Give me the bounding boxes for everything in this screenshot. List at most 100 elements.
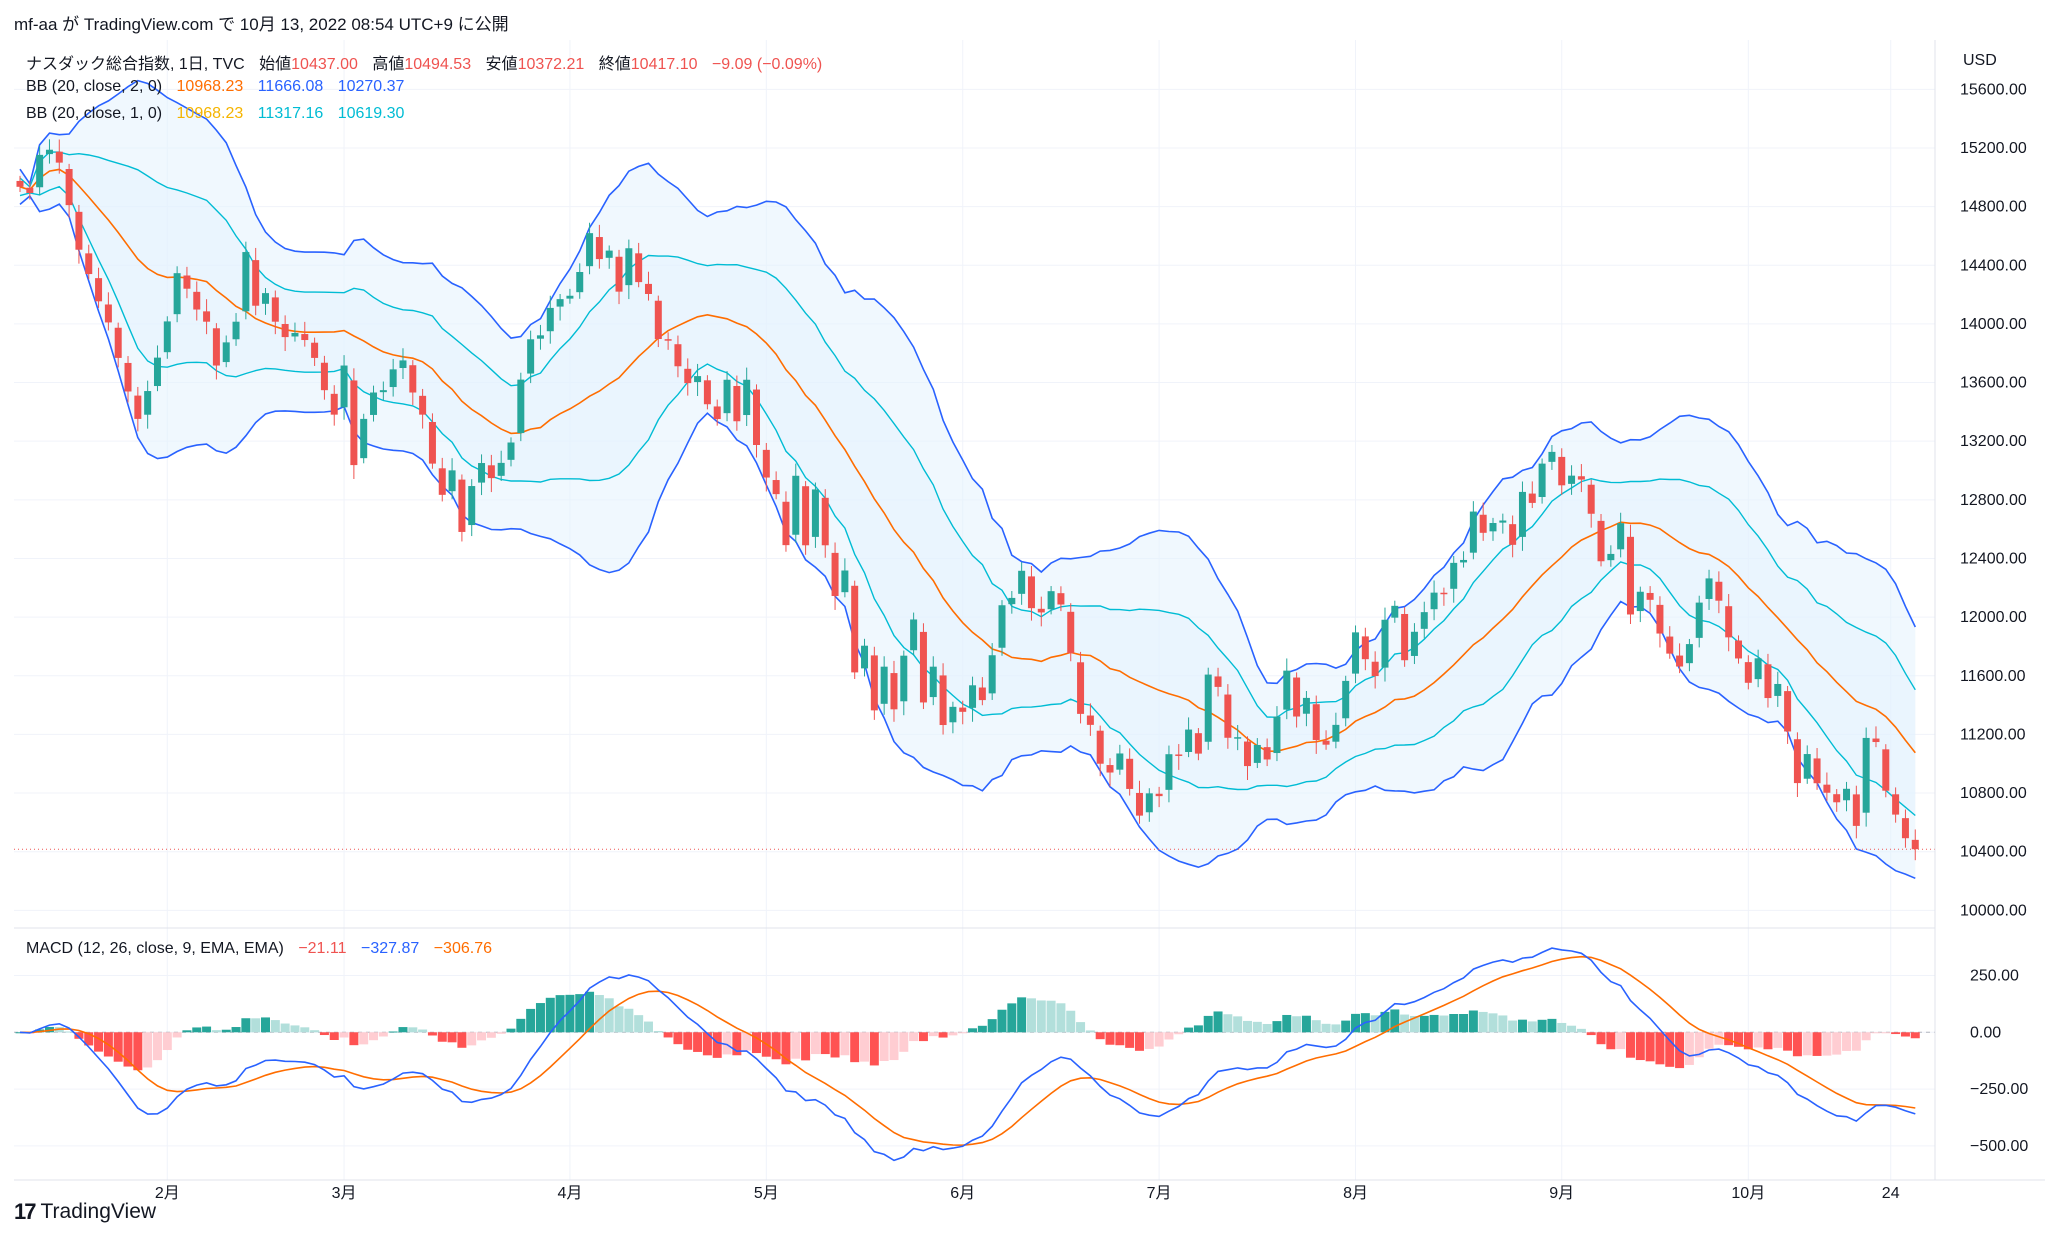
macd-histogram-bar[interactable] (1341, 1020, 1351, 1033)
macd-histogram-bar[interactable] (1321, 1023, 1331, 1033)
bb1-upper-line[interactable] (19, 151, 1916, 719)
macd-histogram-bar[interactable] (261, 1017, 270, 1033)
candle-body[interactable] (1135, 792, 1143, 816)
candle-body[interactable] (1754, 658, 1762, 680)
candle-body[interactable] (222, 342, 230, 363)
macd-histogram-bar[interactable] (1380, 1011, 1390, 1033)
candle-body[interactable] (605, 250, 613, 258)
candle-body[interactable] (586, 233, 594, 267)
macd-histogram-bar[interactable] (948, 1032, 958, 1036)
candle-body[interactable] (1155, 793, 1163, 797)
macd-histogram-bar[interactable] (722, 1032, 732, 1055)
candle-body[interactable] (1312, 704, 1320, 740)
macd-histogram-bar[interactable] (742, 1032, 752, 1051)
candle-body[interactable] (183, 275, 191, 289)
macd-histogram-bar[interactable] (64, 1031, 74, 1033)
candle-body[interactable] (1646, 592, 1654, 600)
candle-body[interactable] (1086, 715, 1094, 725)
macd-histogram-bar[interactable] (477, 1032, 487, 1041)
macd-histogram-bar[interactable] (693, 1032, 703, 1052)
macd-histogram-bar[interactable] (35, 1029, 45, 1033)
candle-body[interactable] (1352, 632, 1360, 674)
macd-histogram-bar[interactable] (643, 1021, 653, 1033)
candle-body[interactable] (753, 389, 760, 445)
macd-histogram-bar[interactable] (545, 997, 555, 1033)
candle-body[interactable] (193, 291, 201, 310)
candle-body[interactable] (1342, 680, 1350, 719)
candle-body[interactable] (939, 675, 947, 726)
macd-histogram-bar[interactable] (467, 1032, 477, 1046)
candle-body[interactable] (271, 297, 279, 322)
candle-body[interactable] (124, 362, 132, 392)
candle-body[interactable] (1361, 636, 1369, 660)
candle-body[interactable] (458, 479, 466, 532)
candle-body[interactable] (1764, 664, 1772, 699)
candle-body[interactable] (1322, 740, 1330, 745)
macd-histogram-bar[interactable] (791, 1032, 801, 1059)
macd-histogram-bar[interactable] (427, 1032, 437, 1036)
candle-body[interactable] (1892, 794, 1900, 815)
macd-histogram-bar[interactable] (1498, 1015, 1508, 1033)
macd-histogram-bar[interactable] (359, 1032, 369, 1045)
candle-body[interactable] (851, 585, 859, 673)
candle-body[interactable] (1008, 597, 1016, 605)
candle-body[interactable] (1116, 753, 1124, 770)
candle-body[interactable] (212, 328, 220, 366)
candle-body[interactable] (1558, 456, 1566, 486)
macd-histogram-bar[interactable] (968, 1028, 978, 1033)
macd-histogram-bar[interactable] (221, 1029, 231, 1033)
macd-histogram-bar[interactable] (1439, 1015, 1449, 1033)
macd-histogram-bar[interactable] (1203, 1015, 1213, 1033)
candle-body[interactable] (615, 256, 623, 292)
candle-body[interactable] (1410, 631, 1418, 656)
macd-histogram-bar[interactable] (1449, 1014, 1459, 1033)
macd-histogram-bar[interactable] (1537, 1019, 1547, 1033)
candle-body[interactable] (1793, 739, 1801, 784)
macd-histogram-bar[interactable] (496, 1032, 506, 1034)
macd-histogram-bar[interactable] (388, 1031, 398, 1033)
macd-histogram-bar[interactable] (437, 1032, 447, 1042)
candle-body[interactable] (1587, 484, 1595, 514)
candle-body[interactable] (1479, 514, 1487, 533)
macd-histogram-bar[interactable] (182, 1030, 192, 1033)
macd-histogram-bar[interactable] (1429, 1014, 1439, 1033)
candle-body[interactable] (978, 687, 986, 701)
candle-body[interactable] (527, 339, 535, 374)
candle-body[interactable] (772, 480, 780, 495)
macd-histogram-bar[interactable] (1812, 1032, 1822, 1056)
macd-histogram-bar[interactable] (192, 1027, 202, 1033)
macd-histogram-bar[interactable] (270, 1020, 280, 1033)
macd-histogram-bar[interactable] (555, 995, 565, 1033)
macd-histogram-bar[interactable] (1517, 1019, 1527, 1033)
macd-histogram-bar[interactable] (1576, 1028, 1586, 1033)
macd-histogram-bar[interactable] (202, 1026, 212, 1033)
macd-histogram-bar[interactable] (1508, 1020, 1518, 1033)
macd-histogram-bar[interactable] (585, 991, 595, 1033)
macd-histogram-bar[interactable] (909, 1032, 919, 1042)
candle-body[interactable] (870, 655, 878, 711)
candle-body[interactable] (713, 406, 721, 420)
macd-histogram-bar[interactable] (349, 1032, 359, 1046)
candle-body[interactable] (1027, 576, 1035, 609)
candle-body[interactable] (1273, 716, 1281, 754)
macd-histogram-bar[interactable] (1125, 1032, 1135, 1048)
macd-histogram-bar[interactable] (604, 998, 614, 1033)
macd-histogram-bar[interactable] (781, 1032, 791, 1065)
macd-histogram-bar[interactable] (889, 1032, 899, 1061)
macd-histogram-bar[interactable] (1527, 1021, 1537, 1033)
candle-body[interactable] (1401, 613, 1409, 661)
candle-body[interactable] (114, 327, 122, 358)
candle-body[interactable] (1636, 591, 1644, 612)
macd-histogram-bar[interactable] (162, 1032, 172, 1051)
candle-body[interactable] (1371, 661, 1379, 677)
candle-body[interactable] (1774, 683, 1782, 696)
candle-body[interactable] (144, 391, 152, 415)
candle-body[interactable] (291, 332, 299, 337)
macd-histogram-bar[interactable] (1900, 1032, 1910, 1037)
candle-body[interactable] (153, 357, 161, 387)
candle-body[interactable] (85, 253, 93, 275)
macd-histogram-bar[interactable] (1144, 1032, 1154, 1049)
candle-body[interactable] (919, 631, 927, 703)
macd-histogram-bar[interactable] (820, 1032, 830, 1055)
